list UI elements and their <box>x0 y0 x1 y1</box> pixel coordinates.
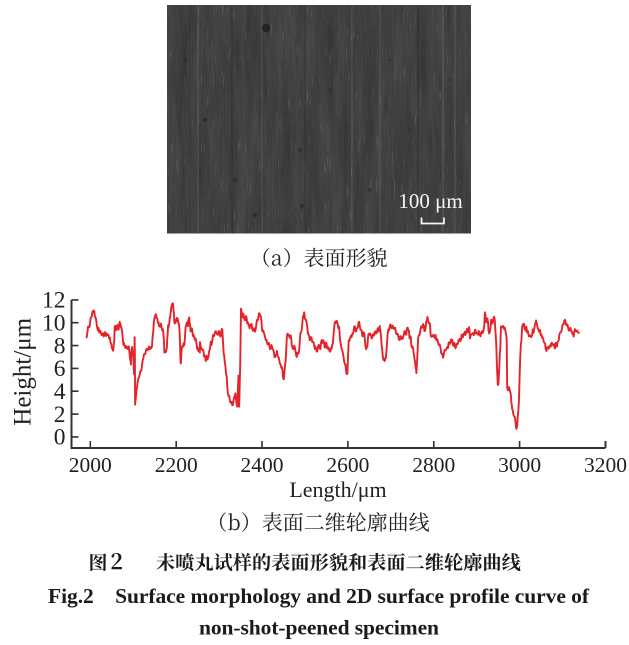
svg-text:6: 6 <box>54 356 66 382</box>
svg-text:Length/μm: Length/μm <box>289 477 386 502</box>
svg-text:Height/μm: Height/μm <box>10 317 37 425</box>
svg-text:2200: 2200 <box>155 453 198 477</box>
svg-text:2800: 2800 <box>412 453 455 477</box>
svg-text:12: 12 <box>42 288 66 314</box>
svg-text:10: 10 <box>42 311 66 337</box>
svg-text:100 μm: 100 μm <box>398 189 462 213</box>
svg-text:Fig.2 Surface morphology and: Fig.2 Surface morphology and 2D surface … <box>48 584 590 608</box>
svg-text:non-shot-peened specimen: non-shot-peened specimen <box>199 616 439 640</box>
svg-text:2000: 2000 <box>69 453 112 477</box>
svg-text:2400: 2400 <box>241 453 284 477</box>
svg-text:2600: 2600 <box>326 453 369 477</box>
svg-text:3200: 3200 <box>584 453 627 477</box>
svg-text:2: 2 <box>54 402 66 428</box>
svg-text:3000: 3000 <box>498 453 541 477</box>
svg-text:0: 0 <box>54 425 66 451</box>
svg-text:4: 4 <box>54 379 66 405</box>
svg-text:8: 8 <box>54 333 66 359</box>
